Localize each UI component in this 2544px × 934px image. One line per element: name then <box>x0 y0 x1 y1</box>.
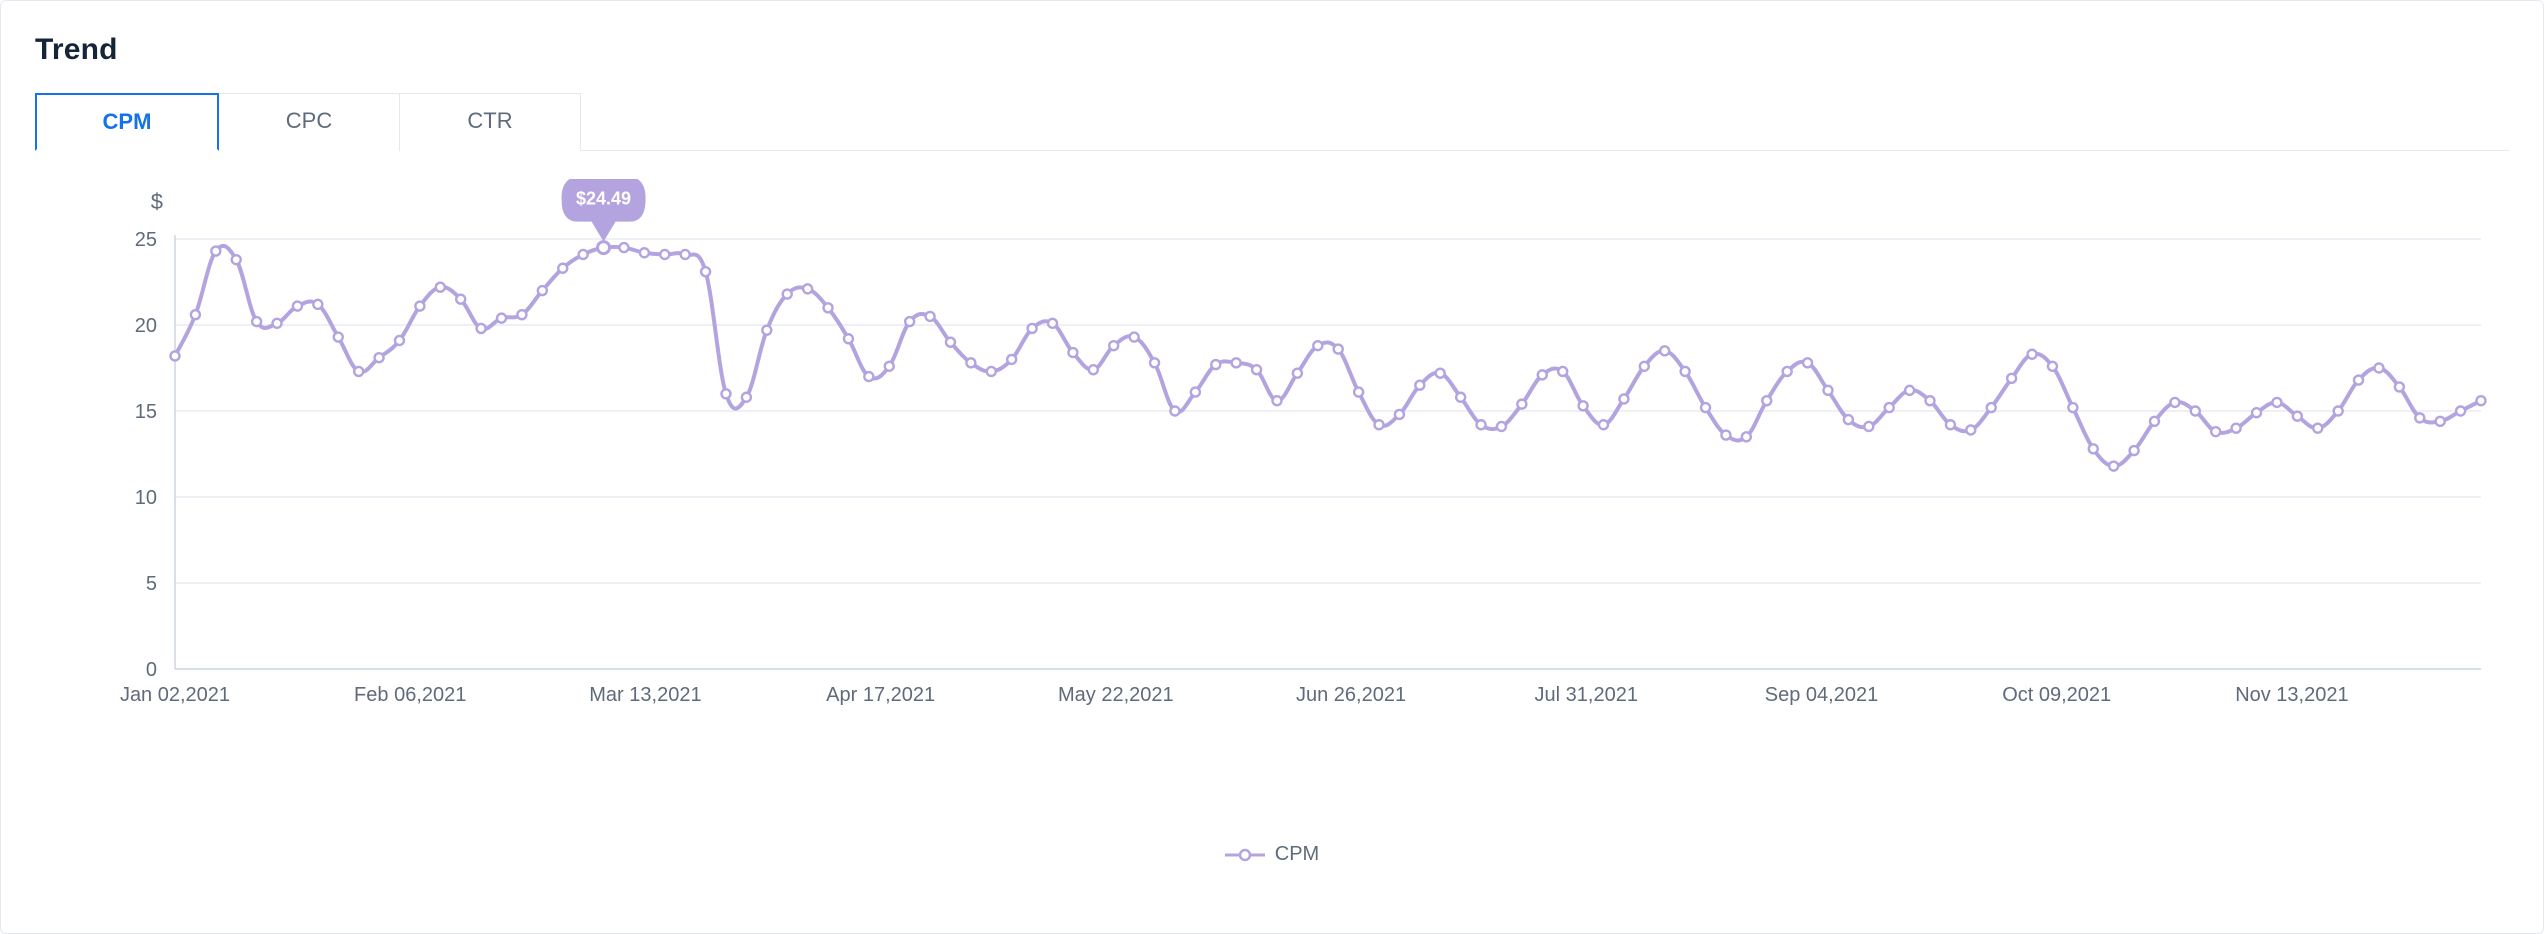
tab-ctr[interactable]: CTR <box>400 93 581 151</box>
legend-swatch <box>1225 848 1265 862</box>
legend-label: CPM <box>1275 843 1319 866</box>
y-tick-label: 15 <box>135 401 157 423</box>
y-tick-label: 5 <box>146 573 157 595</box>
line-chart: 0 5 10 15 20 25 $ Jan 02,2021 Feb 06,2021 Mar 13,… <box>35 179 2511 739</box>
x-tick-label: Sep 04,2021 <box>1765 684 1878 706</box>
y-tick-label: 25 <box>135 229 157 251</box>
y-tick-label: 0 <box>146 659 157 681</box>
x-tick-label: Jan 02,2021 <box>120 684 230 706</box>
chart-area: 0 5 10 15 20 25 $ Jan 02,2021 Feb 06,2021 Mar 13,… <box>35 179 2509 839</box>
x-tick-label: Feb 06,2021 <box>354 684 466 706</box>
tab-cpc[interactable]: CPC <box>219 93 400 151</box>
x-tick-label: Nov 13,2021 <box>2235 684 2348 706</box>
x-tick-label: Apr 17,2021 <box>826 684 935 706</box>
y-tick-label: 20 <box>135 315 157 337</box>
series-line-cpm <box>175 246 2481 466</box>
x-tick-label: May 22,2021 <box>1058 684 1174 706</box>
currency-label: $ <box>151 189 163 214</box>
card-title: Trend <box>35 33 2509 67</box>
x-tick-label: Mar 13,2021 <box>589 684 701 706</box>
chart-legend: CPM <box>35 843 2509 866</box>
y-tick-label: 10 <box>135 487 157 509</box>
trend-card: Trend CPMCPCCTR 0510152025$Jan 02,2021Fe… <box>0 0 2544 934</box>
x-tick-label: Jun 26,2021 <box>1296 684 1406 706</box>
tab-cpm[interactable]: CPM <box>35 93 219 151</box>
metric-tabs: CPMCPCCTR <box>35 93 2509 151</box>
x-tick-label: Jul 31,2021 <box>1535 684 1638 706</box>
tooltip-balloon: $24.49 <box>562 179 646 254</box>
x-tick-label: Oct 09,2021 <box>2002 684 2111 706</box>
series-markers <box>171 243 2486 470</box>
tooltip-text: $24.49 <box>576 189 631 209</box>
